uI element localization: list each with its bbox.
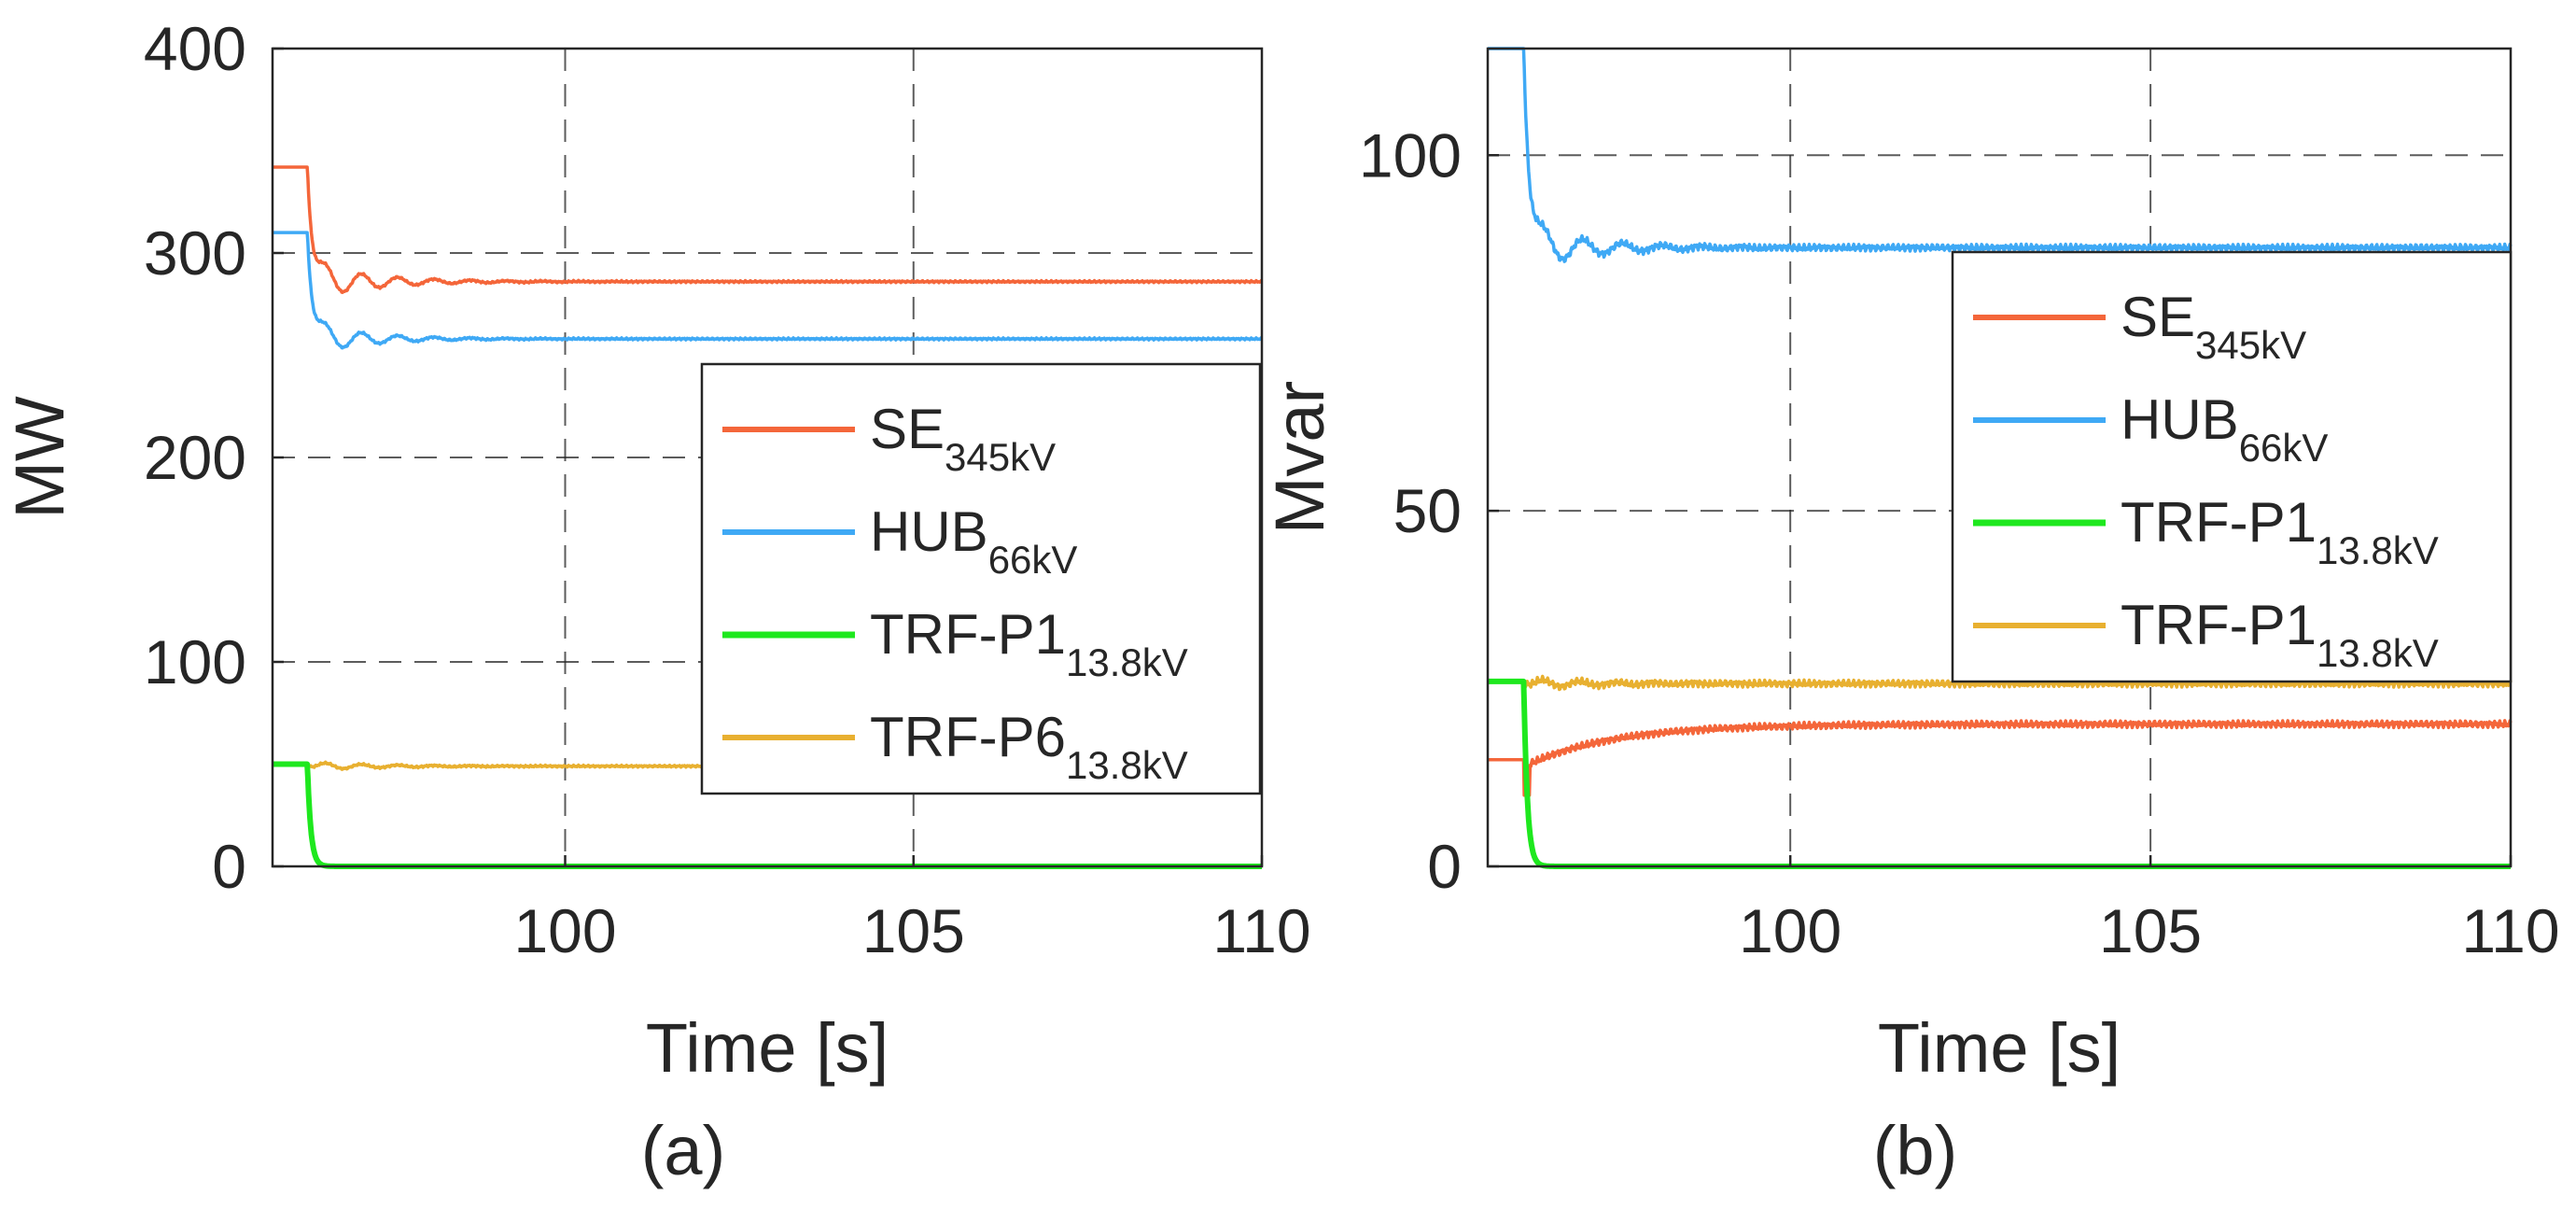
legend-label-subscript: 13.8kV <box>2317 631 2439 675</box>
legend-label-main: HUB <box>870 500 988 563</box>
series-line-hub <box>272 231 1264 350</box>
y-tick-label: 50 <box>1393 476 1462 545</box>
legend-label-main: TRF-P6 <box>870 706 1066 768</box>
legend-label-subscript: 13.8kV <box>2317 528 2439 572</box>
panel-caption: (a) <box>641 1112 725 1189</box>
x-axis-label: Time [s] <box>646 1009 889 1087</box>
y-tick-label: 200 <box>144 423 246 492</box>
legend-label: SE345kV <box>870 398 1056 479</box>
series-line-hub <box>1487 47 2513 263</box>
series-line-se <box>1487 719 2513 797</box>
legend-label: TRF-P613.8kV <box>870 706 1188 787</box>
chart-panel-a: 100 105 110 0 100 200 300 400 Time [s] MW (a) SE345… <box>1 14 1311 1189</box>
y-tick-label: 100 <box>144 627 246 696</box>
y-tick-label: 0 <box>1427 832 1462 901</box>
y-axis-label: MW <box>1 396 78 519</box>
legend-label-subscript: 13.8kV <box>1066 743 1188 787</box>
y-axis-label: Mvar <box>1261 381 1338 534</box>
series-line-trf_p1 <box>1485 678 2513 869</box>
legend-label: SE345kV <box>2121 286 2306 367</box>
x-axis-label: Time [s] <box>1878 1009 2121 1087</box>
y-tick-label: 400 <box>144 14 246 83</box>
legend-box <box>700 362 1262 795</box>
legend-label: HUB66kV <box>2121 388 2328 470</box>
series-line-se <box>272 165 1264 294</box>
legend-label-main: HUB <box>2121 388 2239 451</box>
panel-caption: (b) <box>1873 1112 1957 1189</box>
chart-panel-b: 100 105 110 0 50 100 Time [s] Mvar (b) SE345kV HUB… <box>1261 47 2560 1189</box>
y-tick-label: 0 <box>212 832 246 901</box>
legend-label-subscript: 66kV <box>988 538 1078 582</box>
legend-label: TRF-P113.8kV <box>2121 491 2439 572</box>
legend-label: TRF-P113.8kV <box>870 603 1188 684</box>
x-tick-label: 105 <box>2099 896 2202 965</box>
y-tick-label: 300 <box>144 218 246 288</box>
legend-label-subscript: 13.8kV <box>1066 640 1188 684</box>
x-tick-label: 110 <box>2461 896 2559 965</box>
legend-label-subscript: 345kV <box>2195 323 2306 367</box>
legend-box <box>1951 250 2513 683</box>
legend-label-main: TRF-P1 <box>2121 594 2317 656</box>
x-tick-label: 100 <box>513 896 616 965</box>
legend-label: HUB66kV <box>870 500 1077 582</box>
x-tick-label: 105 <box>862 896 965 965</box>
legend-label-main: SE <box>870 398 945 460</box>
y-tick-label: 100 <box>1359 120 1462 190</box>
legend-label-main: TRF-P1 <box>2121 491 2317 554</box>
legend-label: TRF-P113.8kV <box>2121 594 2439 675</box>
legend-label-subscript: 66kV <box>2239 426 2329 470</box>
legend-label-subscript: 345kV <box>945 435 1056 479</box>
x-tick-label: 110 <box>1212 896 1310 965</box>
series-line-trf_p <box>1487 674 2513 692</box>
x-tick-label: 100 <box>1739 896 1841 965</box>
legend-label-main: SE <box>2121 286 2195 348</box>
legend-label-main: TRF-P1 <box>870 603 1066 666</box>
